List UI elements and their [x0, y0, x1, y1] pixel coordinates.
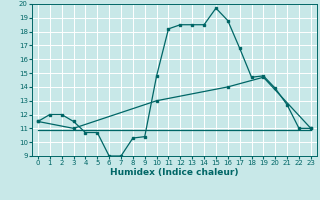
X-axis label: Humidex (Indice chaleur): Humidex (Indice chaleur): [110, 168, 239, 177]
